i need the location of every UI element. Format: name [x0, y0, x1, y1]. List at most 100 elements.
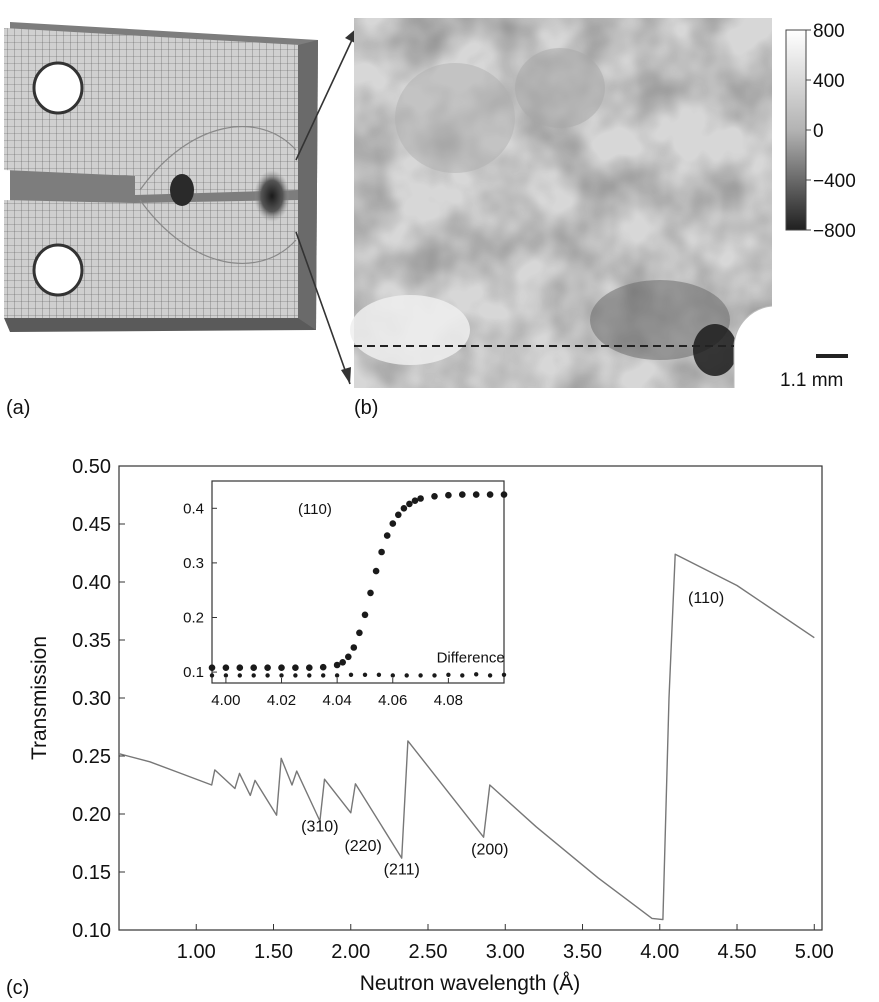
inset-x-tick-label: 4.06 [378, 692, 407, 709]
inset-data-point [486, 491, 494, 498]
peak-label: (110) [688, 590, 724, 607]
strain-map-image [350, 18, 879, 388]
inset-y-tick-label: 0.2 [183, 609, 204, 626]
inset-data-point [417, 495, 424, 502]
inset-y-tick-label: 0.4 [183, 500, 204, 517]
inset-data-point [236, 664, 244, 671]
difference-data-point [348, 672, 354, 677]
main-axis-ticks: 1.00 1.50 2.00 2.50 3.00 3.50 4.00 4.50 5.000.10… [72, 456, 834, 963]
difference-data-point [279, 673, 284, 678]
inset-data-point [306, 664, 313, 671]
difference-data-point [487, 673, 493, 678]
colorbar-ticks: 800 400 0 −400 −800 [806, 21, 856, 242]
inset-y-tick-label: 0.1 [183, 664, 204, 681]
inset-data-point [250, 664, 257, 671]
inset-data-point [361, 611, 369, 619]
x-tick-label: 3.00 [486, 941, 525, 963]
difference-data-point [362, 672, 368, 677]
inset-annotations: (110) Difference [298, 501, 505, 666]
x-tick-label: 1.00 [177, 941, 216, 963]
scale-bar-label: 1.1 mm [780, 370, 843, 391]
y-tick-label: 0.45 [72, 514, 111, 536]
y-axis-label: Transmission [28, 636, 51, 760]
inset-y-tick-label: 0.3 [183, 555, 204, 572]
colorbar-tick-label: −400 [813, 171, 856, 192]
peak-label: (211) [384, 861, 420, 878]
inset-x-tick-label: 4.04 [323, 692, 352, 709]
y-tick-label: 0.30 [72, 688, 111, 710]
panel-label-a: (a) [6, 397, 30, 419]
inset-axis-ticks: 4.00 4.02 4.04 4.06 4.08 0.1 0.2 0.3 0.4 [183, 500, 463, 709]
inset-series-group [208, 491, 508, 678]
inset-data-point [319, 663, 327, 671]
inset-data-point [292, 664, 299, 671]
y-tick-label: 0.50 [72, 456, 111, 478]
inset-frame [211, 480, 505, 684]
inset-data-point [345, 653, 352, 661]
inset-data-point [411, 497, 419, 505]
x-tick-label: 5.00 [795, 941, 834, 963]
difference-data-point [432, 673, 437, 678]
inset-data-point [431, 493, 438, 500]
difference-data-point [293, 673, 298, 678]
transmission-line [118, 553, 815, 921]
inset-data-point [389, 520, 397, 527]
y-tick-label: 0.10 [72, 920, 111, 942]
colorbar-tick-label: −800 [813, 221, 856, 242]
inset-data-point [459, 491, 466, 498]
difference-data-point [321, 673, 326, 678]
difference-data-point [446, 672, 451, 677]
x-tick-label: 1.50 [254, 941, 293, 963]
inset-data-point [372, 567, 380, 575]
y-tick-label: 0.35 [72, 630, 111, 652]
inset-data-point [333, 661, 341, 669]
difference-data-point [307, 673, 312, 678]
zoom-line-top [295, 26, 359, 161]
difference-data-point [223, 673, 229, 678]
x-axis-label: Neutron wavelength (Å) [360, 972, 581, 995]
zoom-line-bottom [295, 231, 351, 385]
panel-label-b: (b) [354, 397, 378, 419]
x-tick-label: 4.00 [640, 941, 679, 963]
arrow-head-bottom-icon [341, 367, 351, 384]
inset-x-tick-label: 4.08 [434, 692, 463, 709]
inset-data-point [378, 548, 385, 556]
difference-data-point [404, 673, 409, 678]
difference-data-point [209, 673, 215, 678]
inset-data-point [395, 511, 402, 519]
x-tick-label: 2.00 [331, 941, 370, 963]
inset-data-point [208, 664, 216, 671]
difference-data-point [251, 673, 256, 678]
inset-label: (110) [298, 501, 332, 518]
y-tick-label: 0.40 [72, 572, 111, 594]
inset-data-point [222, 664, 230, 671]
inset-data-point [339, 659, 347, 666]
inset-data-point [350, 644, 358, 651]
inset-data-point [445, 491, 452, 499]
inset-x-tick-label: 4.00 [211, 692, 240, 709]
inset-data-point [400, 505, 408, 512]
y-tick-label: 0.20 [72, 804, 111, 826]
colorbar [785, 29, 807, 231]
inset-data-point [356, 629, 363, 637]
inset-data-point [278, 664, 285, 671]
y-tick-label: 0.25 [72, 746, 111, 768]
y-tick-label: 0.15 [72, 862, 111, 884]
difference-data-point [501, 672, 507, 677]
peak-label: (310) [301, 818, 338, 835]
difference-data-point [237, 673, 242, 678]
peak-label: (200) [471, 842, 508, 859]
difference-data-point [390, 673, 395, 678]
inset-data-point [383, 532, 391, 539]
difference-data-point [460, 673, 465, 678]
panel-label-c: (c) [6, 977, 29, 999]
specimen-mesh-image [4, 22, 318, 332]
colorbar-tick-label: 800 [813, 21, 845, 42]
main-annotations: (110) (310) (220)(211) (200) [301, 590, 724, 878]
difference-data-point [334, 673, 340, 678]
inset-data-point [406, 500, 413, 508]
x-tick-label: 3.50 [563, 941, 602, 963]
difference-data-point [265, 673, 270, 678]
inset-data-point [472, 491, 480, 498]
